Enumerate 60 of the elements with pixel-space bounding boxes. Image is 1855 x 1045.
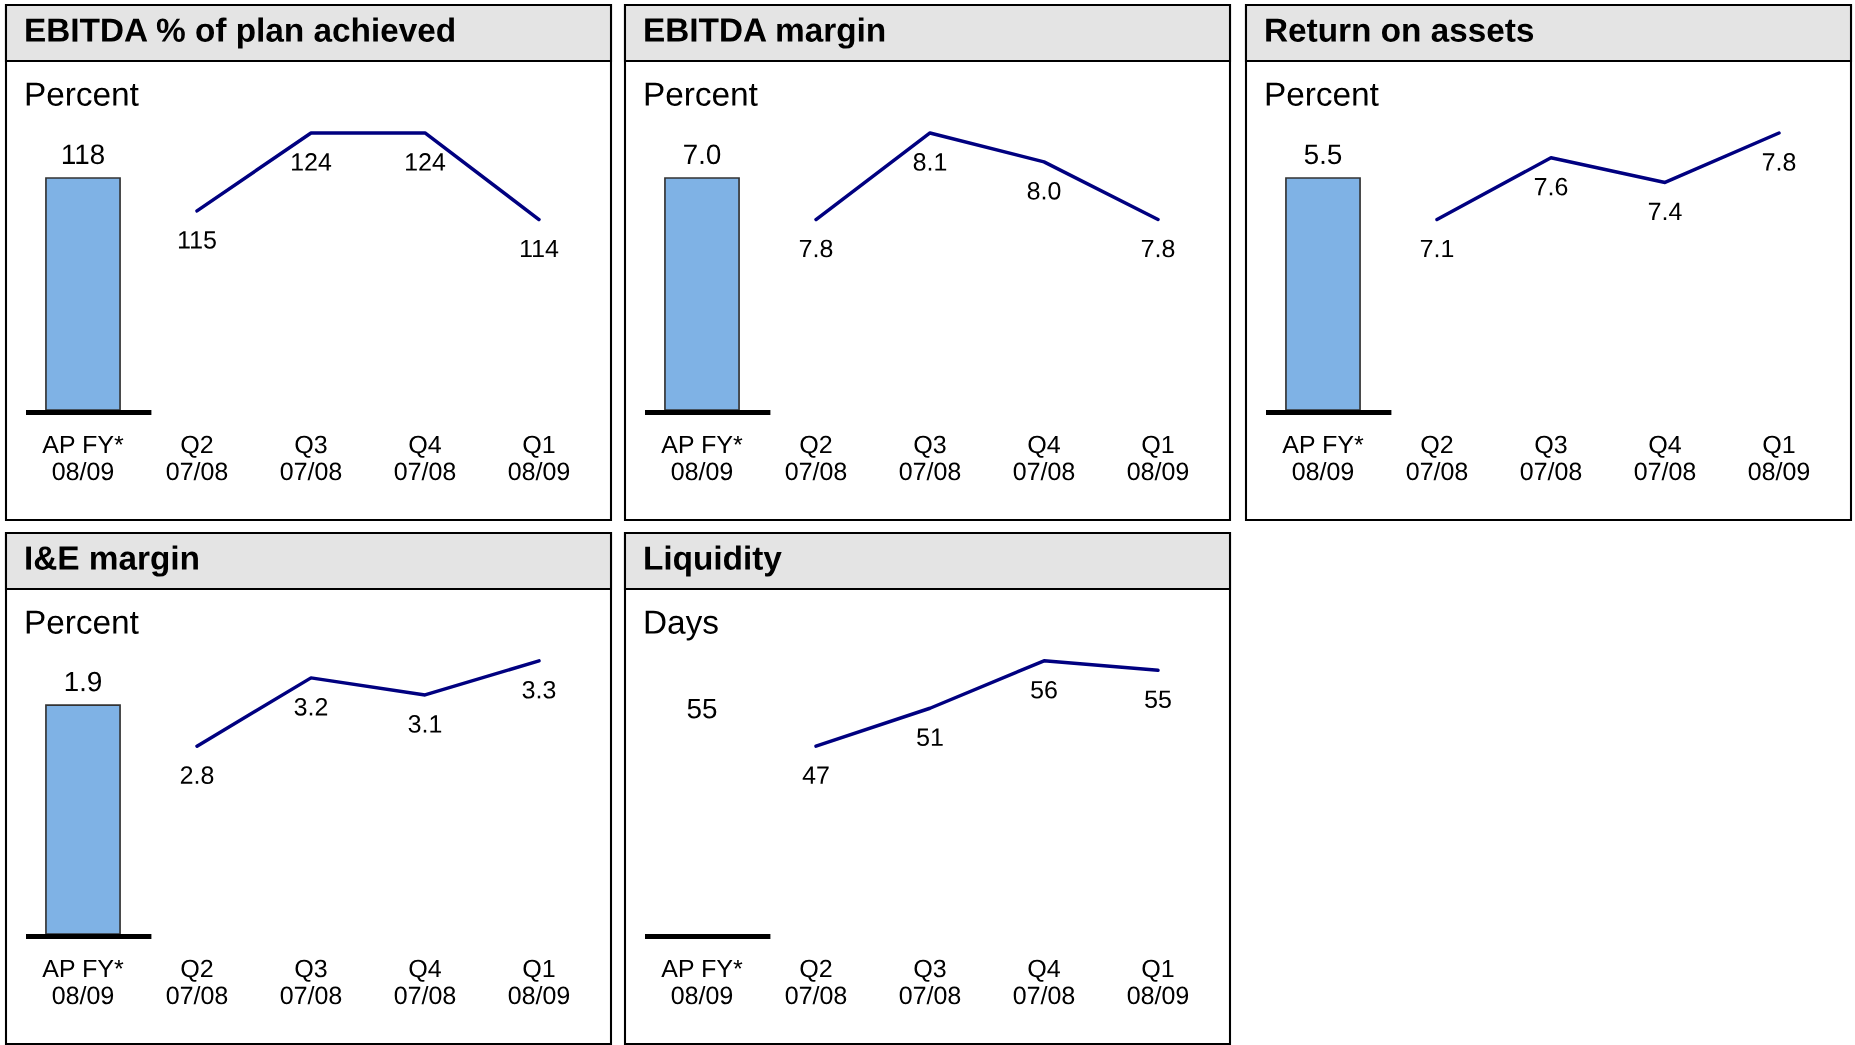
data-label: 7.6	[1534, 177, 1568, 196]
x-tick-label: Q4 07/08	[1013, 435, 1075, 481]
data-label: 2.8	[180, 766, 214, 784]
x-tick-label: Q2 07/08	[785, 959, 847, 1005]
x-tick-label: Q4 07/08	[394, 959, 456, 1005]
data-label: 7.8	[799, 239, 833, 258]
x-tick-label: AP FY* 08/09	[661, 959, 743, 1005]
data-label: 7.0	[684, 144, 721, 165]
x-tick-label: AP FY* 08/09	[661, 435, 743, 481]
data-label: 7.1	[1420, 239, 1454, 258]
data-label: 124	[292, 153, 332, 171]
chart-subtitle: Days	[645, 610, 718, 641]
x-tick-label: Q4 07/08	[1634, 435, 1696, 481]
x-tick-label: Q1 08/09	[1748, 435, 1810, 481]
chart-subtitle: Percent	[1266, 82, 1379, 106]
x-tick-label: Q2 07/08	[166, 435, 228, 481]
x-tick-label: Q2 07/08	[1406, 435, 1468, 481]
x-tick-label: Q3 07/08	[1520, 435, 1582, 481]
x-tick-label: Q3 07/08	[280, 959, 342, 1005]
x-tick-label: Q1 08/09	[508, 959, 570, 1005]
x-tick-label: Q4 07/08	[394, 435, 456, 481]
x-tick-label: Q2 07/08	[785, 435, 847, 481]
data-label: 47	[802, 766, 829, 784]
x-tick-label: Q1 08/09	[1127, 959, 1189, 1005]
data-label: 114	[520, 239, 559, 258]
x-tick-label: AP FY* 08/09	[42, 959, 124, 1005]
x-tick-label: Q1 08/09	[1127, 435, 1189, 481]
x-tick-label: Q1 08/09	[508, 435, 570, 481]
data-label: 8.0	[1027, 181, 1061, 200]
x-tick-label: Q3 07/08	[899, 959, 961, 1005]
data-label: 56	[1031, 680, 1057, 699]
data-label: 124	[406, 153, 446, 171]
chart-title: EBITDA margin	[645, 17, 885, 49]
data-label: 55	[1145, 690, 1171, 709]
chart-subtitle: Percent	[645, 82, 758, 106]
chart-title: Return on assets	[1266, 18, 1534, 42]
x-tick-label: Q4 07/08	[1013, 959, 1075, 1005]
data-label: 8.1	[913, 153, 947, 171]
data-label: 5.5	[1304, 144, 1342, 165]
data-label: 118	[62, 144, 104, 165]
x-tick-label: Q3 07/08	[899, 435, 961, 481]
x-tick-label: AP FY* 08/09	[1282, 435, 1364, 481]
x-tick-label: Q3 07/08	[280, 435, 342, 481]
chart-title: I&E margin	[26, 545, 198, 577]
data-label: 3.2	[294, 697, 328, 716]
data-label: 115	[178, 231, 216, 249]
data-label: 7.4	[1648, 202, 1682, 221]
data-label: 7.8	[1762, 153, 1796, 171]
x-tick-label: Q2 07/08	[166, 959, 228, 1005]
data-label: 3.3	[522, 680, 556, 699]
annotation: 55	[687, 698, 717, 719]
chart-subtitle: Percent	[26, 82, 139, 106]
data-label: 7.8	[1141, 239, 1175, 258]
chart-title: Liquidity	[645, 545, 782, 577]
data-label: 51	[917, 728, 943, 747]
x-tick-label: AP FY* 08/09	[42, 435, 124, 481]
chart-title: EBITDA % of plan achieved	[26, 17, 454, 49]
chart-subtitle: Percent	[26, 610, 139, 634]
data-label: 1.9	[65, 671, 101, 692]
data-label: 3.1	[408, 715, 442, 733]
